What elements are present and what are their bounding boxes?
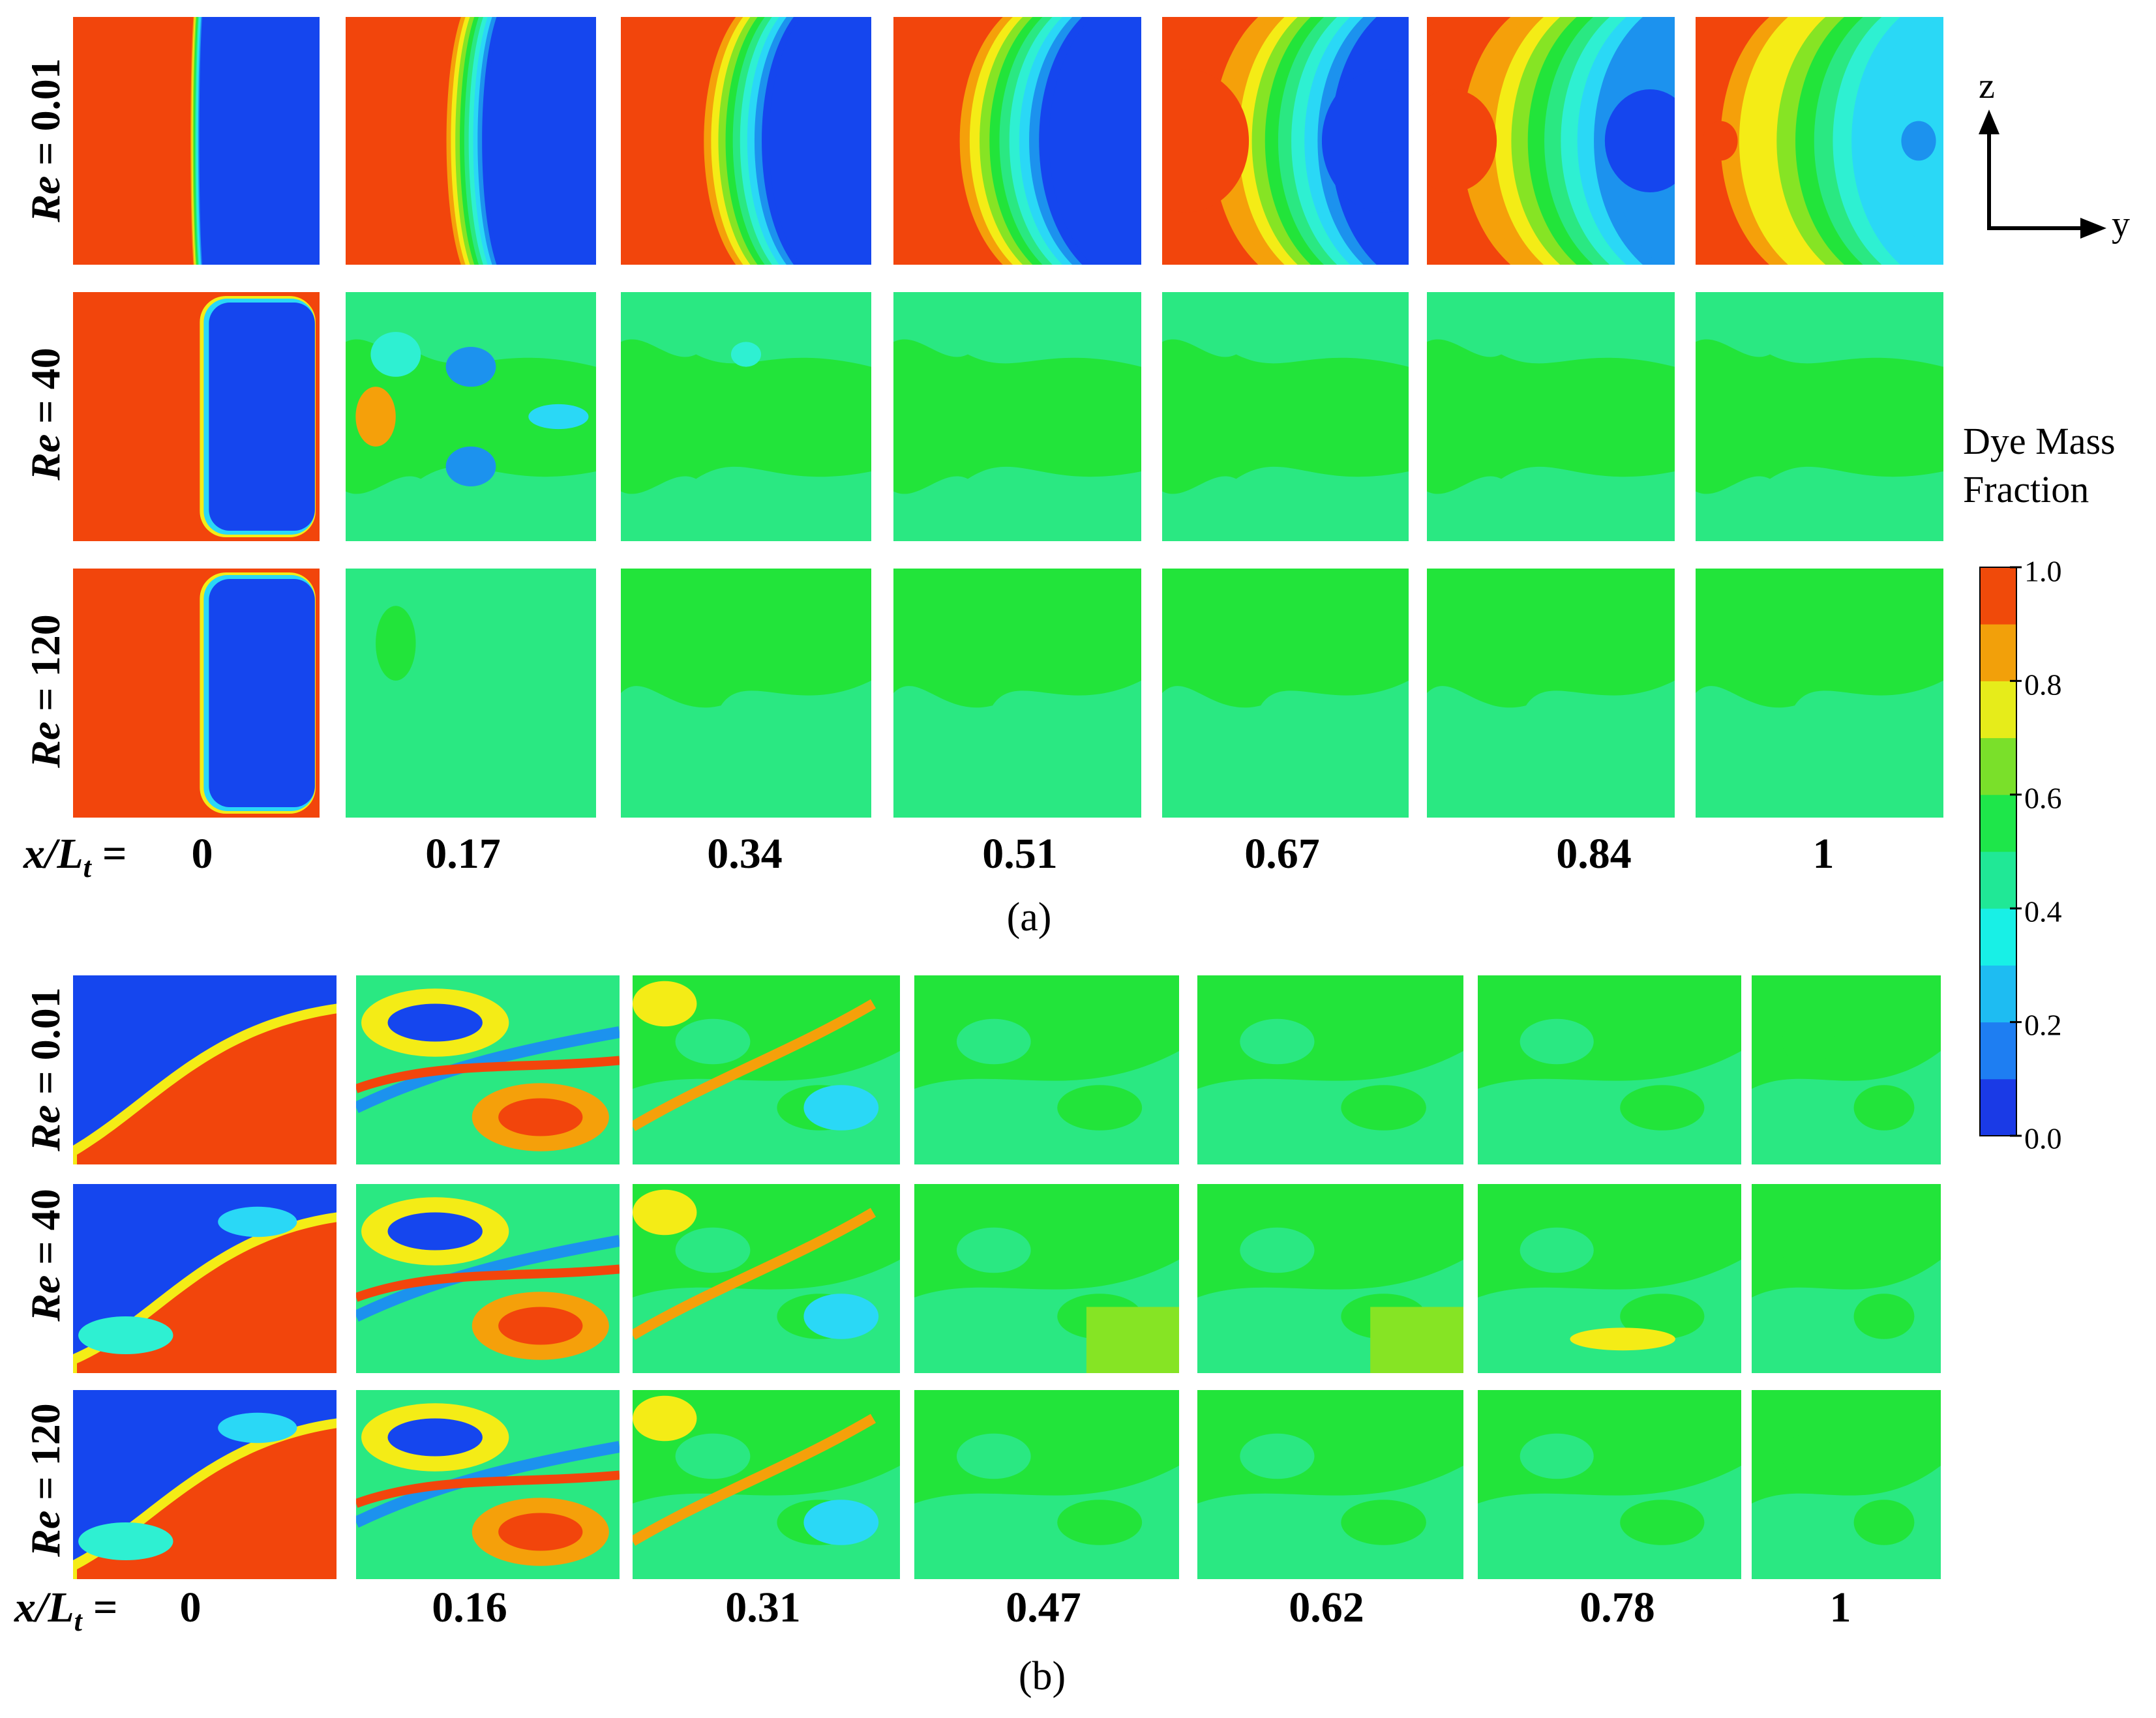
x-label-a-4: 0.67 [1244, 830, 1320, 878]
axis-label-z: z [1979, 66, 1995, 106]
contour-a-r2-c4 [1162, 569, 1409, 818]
contour-a-r0-c0 [73, 17, 320, 265]
x-label-b-2: 0.31 [725, 1584, 801, 1631]
x-label-a-3: 0.51 [982, 830, 1058, 878]
arrow-up-icon [1979, 110, 1999, 134]
contour-a-r1-c3 [893, 292, 1141, 541]
axis-arrows [1979, 110, 2106, 239]
contour-b-r1-c6 [1752, 1184, 1941, 1373]
contour-a-r1-c6 [1696, 292, 1943, 541]
colorbar-segment-1 [1980, 1022, 2016, 1080]
colorbar-segment-5 [1980, 794, 2016, 852]
x-label-b-1: 0.16 [432, 1584, 507, 1631]
contour-b-r0-c4 [1197, 975, 1463, 1164]
colorbar-title-line2: Fraction [1963, 468, 2089, 511]
contour-a-r0-c2 [621, 17, 871, 265]
colorbar-segment-9 [1980, 567, 2016, 625]
contour-a-r2-c0 [73, 569, 320, 818]
contour-a-r1-c0 [73, 292, 320, 541]
contour-a-r0-c3 [893, 17, 1141, 265]
contour-a-r2-c3 [893, 569, 1141, 818]
contour-b-r2-c1 [356, 1390, 620, 1579]
contour-a-r0-c5 [1427, 17, 1675, 265]
contour-b-r1-c2 [633, 1184, 900, 1373]
x-label-a-5: 0.84 [1556, 830, 1632, 878]
contour-a-r2-c6 [1696, 569, 1943, 818]
colorbar-title: Dye Mass Fraction [1963, 417, 2116, 514]
x-label-b-0: 0 [179, 1584, 202, 1631]
contour-a-r1-c1 [346, 292, 596, 541]
contour-b-r0-c3 [914, 975, 1179, 1164]
contour-a-r0-c1 [346, 17, 596, 265]
colorbar [1979, 566, 2022, 1137]
contour-a-r2-c1 [346, 569, 596, 818]
contour-b-r2-c5 [1478, 1390, 1741, 1579]
contour-b-r0-c5 [1478, 975, 1741, 1164]
axis-label-y: y [2112, 204, 2130, 244]
caption-a: (a) [1006, 895, 1052, 940]
colorbar-segment-3 [1980, 908, 2016, 966]
x-label-b-4: 0.62 [1289, 1584, 1364, 1631]
colorbar-segment-7 [1980, 681, 2016, 739]
colorbar-tick-0.6: 0.6 [2024, 781, 2062, 815]
x-label-b-5: 0.78 [1580, 1584, 1655, 1631]
contour-b-r1-c1 [356, 1184, 620, 1373]
colorbar-segment-6 [1980, 737, 2016, 795]
x-label-b-3: 0.47 [1006, 1584, 1081, 1631]
x-label-a-6: 1 [1812, 830, 1834, 878]
contour-a-r2-c5 [1427, 569, 1675, 818]
contour-b-r1-c4 [1197, 1184, 1463, 1373]
colorbar-segment-8 [1980, 624, 2016, 681]
contour-b-r2-c2 [633, 1390, 900, 1579]
x-prefix-b: x/Lt = [14, 1584, 117, 1638]
contour-a-r1-c5 [1427, 292, 1675, 541]
contour-b-r2-c6 [1752, 1390, 1941, 1579]
contour-b-r2-c3 [914, 1390, 1179, 1579]
x-label-a-0: 0 [191, 830, 213, 878]
x-label-b-6: 1 [1829, 1584, 1851, 1631]
colorbar-tick-0.4: 0.4 [2024, 895, 2062, 928]
contour-a-r2-c2 [621, 569, 871, 818]
contour-b-r0-c2 [633, 975, 900, 1164]
colorbar-segment-4 [1980, 852, 2016, 909]
contour-b-r0-c6 [1752, 975, 1941, 1164]
colorbar-tick-0.2: 0.2 [2024, 1008, 2062, 1042]
x-prefix-a: x/Lt = [23, 830, 127, 884]
colorbar-tick-0.8: 0.8 [2024, 668, 2062, 702]
contour-a-r0-c4 [1162, 17, 1409, 265]
contour-b-r1-c0 [73, 1184, 337, 1373]
arrow-right-icon [2080, 218, 2106, 239]
contour-b-r2-c0 [73, 1390, 337, 1579]
colorbar-tick-0.0: 0.0 [2024, 1121, 2062, 1155]
contour-b-r0-c0 [73, 975, 337, 1164]
contour-a-r0-c6 [1696, 17, 1943, 265]
contour-b-r2-c4 [1197, 1390, 1463, 1579]
x-label-a-1: 0.17 [425, 830, 501, 878]
colorbar-segment-2 [1980, 965, 2016, 1023]
contour-b-r1-c5 [1478, 1184, 1741, 1373]
contour-b-r1-c3 [914, 1184, 1179, 1373]
contour-a-r1-c2 [621, 292, 871, 541]
colorbar-tick-1.0: 1.0 [2024, 554, 2062, 588]
contour-b-r0-c1 [356, 975, 620, 1164]
contour-a-r1-c4 [1162, 292, 1409, 541]
x-label-a-2: 0.34 [707, 830, 783, 878]
colorbar-title-line1: Dye Mass [1963, 420, 2116, 462]
caption-b: (b) [1018, 1654, 1066, 1698]
colorbar-segment-0 [1980, 1078, 2016, 1136]
